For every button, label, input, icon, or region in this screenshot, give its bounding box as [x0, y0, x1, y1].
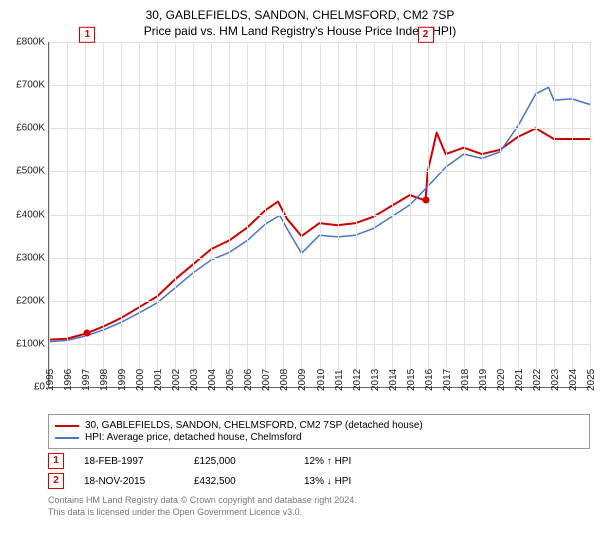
gridline-v	[464, 42, 465, 387]
gridline-v	[175, 42, 176, 387]
gridline-v	[590, 42, 591, 387]
x-axis-label: 2025	[586, 369, 597, 391]
chart-title-line1: 30, GABLEFIELDS, SANDON, CHELMSFORD, CM2…	[0, 0, 600, 22]
x-axis-label: 2016	[424, 369, 435, 391]
footnote: Contains HM Land Registry data © Crown c…	[48, 495, 590, 518]
x-axis-label: 2006	[243, 369, 254, 391]
x-axis-label: 2008	[279, 369, 290, 391]
gridline-v	[211, 42, 212, 387]
gridline-v	[392, 42, 393, 387]
x-axis-label: 2009	[297, 369, 308, 391]
gridline-v	[518, 42, 519, 387]
y-axis-label: £300K	[16, 252, 45, 263]
x-axis-label: 2015	[406, 369, 417, 391]
x-axis-label: 2019	[478, 369, 489, 391]
legend-swatch-icon	[55, 437, 79, 439]
gridline-v	[103, 42, 104, 387]
x-axis-label: 1995	[45, 369, 56, 391]
x-axis-label: 2012	[352, 369, 363, 391]
x-axis-label: 2007	[261, 369, 272, 391]
transaction-index-icon: 2	[48, 473, 64, 489]
transaction-table: 1 18-FEB-1997 £125,000 12% ↑ HPI 2 18-NO…	[48, 453, 590, 489]
x-axis-label: 1996	[63, 369, 74, 391]
legend-swatch-icon	[55, 425, 79, 427]
y-axis-label: £200K	[16, 295, 45, 306]
x-axis-label: 2013	[370, 369, 381, 391]
transaction-price: £432,500	[194, 476, 284, 487]
x-axis-label: 2000	[135, 369, 146, 391]
gridline-v	[49, 42, 50, 387]
transaction-row: 1 18-FEB-1997 £125,000 12% ↑ HPI	[48, 453, 590, 469]
y-axis-label: £400K	[16, 209, 45, 220]
x-axis-label: 2010	[316, 369, 327, 391]
y-axis-label: £600K	[16, 123, 45, 134]
gridline-v	[338, 42, 339, 387]
x-axis-label: 2002	[171, 369, 182, 391]
chart-area: £0£100K£200K£300K£400K£500K£600K£700K£80…	[48, 42, 590, 412]
gridline-v	[320, 42, 321, 387]
x-axis-label: 1999	[117, 369, 128, 391]
x-axis-label: 2001	[153, 369, 164, 391]
x-axis-label: 2014	[388, 369, 399, 391]
gridline-v	[554, 42, 555, 387]
footnote-line: Contains HM Land Registry data © Crown c…	[48, 495, 590, 507]
gridline-v	[157, 42, 158, 387]
y-axis-label: £700K	[16, 80, 45, 91]
x-axis-label: 2011	[334, 369, 345, 391]
x-axis-label: 2024	[568, 369, 579, 391]
gridline-v	[283, 42, 284, 387]
y-axis-label: £500K	[16, 166, 45, 177]
x-axis-label: 1998	[99, 369, 110, 391]
gridline-v	[301, 42, 302, 387]
gridline-v	[139, 42, 140, 387]
transaction-date: 18-NOV-2015	[84, 476, 174, 487]
y-axis-label: £800K	[16, 37, 45, 48]
gridline-v	[247, 42, 248, 387]
gridline-v	[482, 42, 483, 387]
footnote-line: This data is licensed under the Open Gov…	[48, 507, 590, 519]
gridline-v	[356, 42, 357, 387]
marker-dot-icon	[84, 330, 91, 337]
marker-dot-icon	[422, 197, 429, 204]
x-axis-label: 2020	[496, 369, 507, 391]
x-axis-label: 2004	[207, 369, 218, 391]
gridline-v	[446, 42, 447, 387]
legend: 30, GABLEFIELDS, SANDON, CHELMSFORD, CM2…	[48, 414, 590, 449]
gridline-v	[374, 42, 375, 387]
x-axis-label: 2003	[189, 369, 200, 391]
legend-label: HPI: Average price, detached house, Chel…	[85, 432, 302, 443]
gridline-v	[428, 42, 429, 387]
gridline-v	[572, 42, 573, 387]
chart-container: 30, GABLEFIELDS, SANDON, CHELMSFORD, CM2…	[0, 0, 600, 560]
gridline-v	[265, 42, 266, 387]
transaction-delta: 12% ↑ HPI	[304, 456, 394, 467]
transaction-date: 18-FEB-1997	[84, 456, 174, 467]
gridline-v	[536, 42, 537, 387]
transaction-row: 2 18-NOV-2015 £432,500 13% ↓ HPI	[48, 473, 590, 489]
x-axis-label: 1997	[81, 369, 92, 391]
x-axis-label: 2005	[225, 369, 236, 391]
transaction-delta: 13% ↓ HPI	[304, 476, 394, 487]
gridline-v	[500, 42, 501, 387]
gridline-v	[121, 42, 122, 387]
x-axis-label: 2017	[442, 369, 453, 391]
y-axis-label: £100K	[16, 338, 45, 349]
x-axis-label: 2022	[532, 369, 543, 391]
transaction-price: £125,000	[194, 456, 284, 467]
legend-item: HPI: Average price, detached house, Chel…	[55, 432, 583, 443]
legend-label: 30, GABLEFIELDS, SANDON, CHELMSFORD, CM2…	[85, 420, 423, 431]
x-axis-label: 2018	[460, 369, 471, 391]
x-axis-label: 2021	[514, 369, 525, 391]
gridline-v	[193, 42, 194, 387]
marker-index-icon: 2	[418, 27, 434, 43]
gridline-v	[410, 42, 411, 387]
gridline-v	[229, 42, 230, 387]
x-axis-label: 2023	[550, 369, 561, 391]
y-axis-label: £0	[34, 382, 45, 393]
transaction-index-icon: 1	[48, 453, 64, 469]
gridline-v	[67, 42, 68, 387]
marker-index-icon: 1	[79, 27, 95, 43]
plot-region: £0£100K£200K£300K£400K£500K£600K£700K£80…	[48, 42, 590, 388]
legend-item: 30, GABLEFIELDS, SANDON, CHELMSFORD, CM2…	[55, 420, 583, 431]
